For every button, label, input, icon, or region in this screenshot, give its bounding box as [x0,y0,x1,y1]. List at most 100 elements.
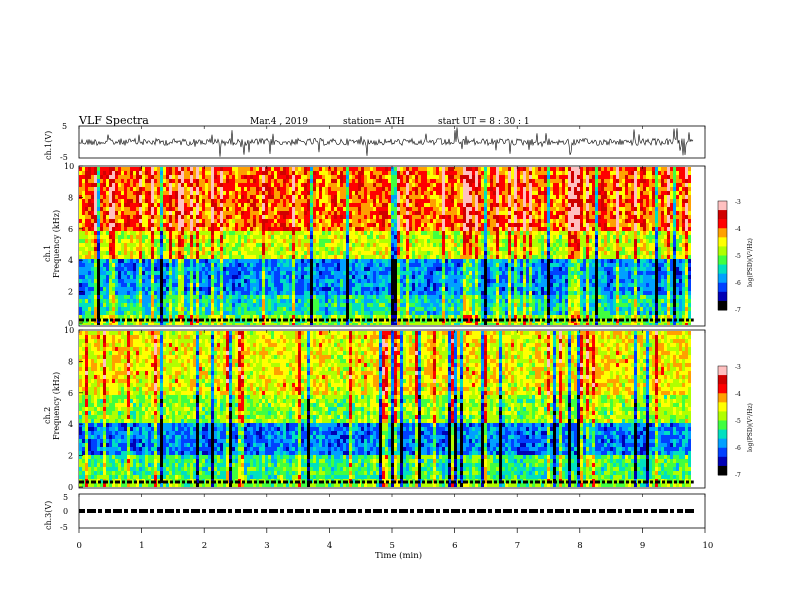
spectrogram-cell [520,231,523,235]
spectrogram-cell [673,207,676,211]
spectrogram-cell [91,187,94,191]
spectrogram-cell [664,203,667,207]
spectrogram-cell [178,259,181,263]
spectrogram-cell [397,231,400,235]
spectrogram-cell [415,247,418,251]
spectrogram-cell [568,191,571,195]
spectrogram-cell [178,195,181,199]
spectrogram-cell [676,207,679,211]
spectrogram-cell [160,207,163,211]
spectrogram-cell [586,199,589,203]
spectrogram-cell [469,203,472,207]
spectrogram-cell [592,255,595,259]
spectrogram-cell [433,199,436,203]
spectrogram-cell [334,195,337,199]
spectrogram-cell [265,239,268,243]
spectrogram-cell [406,187,409,191]
spectrogram-cell [85,207,88,211]
spectrogram-cell [277,167,280,171]
spectrogram-cell [124,219,127,223]
spectrogram-cell [673,219,676,223]
spectrogram-cell [196,183,199,187]
spectrogram-cell [226,179,229,183]
spectrogram-cell [610,187,613,191]
spectrogram-cell [193,255,196,259]
spectrogram-cell [262,203,265,207]
spectrogram-cell [325,195,328,199]
spectrogram-cell [400,211,403,215]
spectrogram-cell [445,259,448,263]
spectrogram-cell [106,251,109,255]
spectrogram-cell [646,207,649,211]
spectrogram-cell [280,231,283,235]
spectrogram-cell [130,171,133,175]
spectrogram-cell [94,195,97,199]
spectrogram-cell [406,239,409,243]
spectrogram-cell [637,259,640,263]
spectrogram-cell [370,215,373,219]
spectrogram-cell [415,251,418,255]
spectrogram-cell [610,235,613,239]
spectrogram-cell [355,203,358,207]
spectrogram-cell [424,223,427,227]
spectrogram-cell [268,223,271,227]
spectrogram-cell [388,239,391,243]
spectrogram-cell [319,167,322,171]
spectrogram-cell [268,239,271,243]
spectrogram-cell [94,183,97,187]
spectrogram-cell [334,255,337,259]
spectrogram-cell [184,231,187,235]
spectrogram-cell [559,211,562,215]
spectrogram-cell [175,195,178,199]
spectrogram-cell [406,203,409,207]
spectrogram-cell [682,235,685,239]
spectrogram-cell [658,167,661,171]
spectrogram-cell [316,231,319,235]
spectrogram-cell [382,239,385,243]
spectrogram-cell [442,215,445,219]
spectrogram-cell [277,179,280,183]
spectrogram-cell [196,251,199,255]
spectrogram-cell [658,239,661,243]
spectrogram-cell [115,183,118,187]
spectrogram-cell [376,211,379,215]
spectrogram-cell [157,219,160,223]
spectrogram-cell [91,235,94,239]
spectrogram-cell [634,179,637,183]
spectrogram-cell [382,251,385,255]
spectrogram-cell [466,167,469,171]
spectrogram-cell [574,219,577,223]
spectrogram-cell [547,227,550,231]
spectrogram-cell [241,179,244,183]
spectrogram-cell [478,259,481,263]
spectrogram-cell [430,231,433,235]
spectrogram-cell [646,255,649,259]
spectrogram-cell [241,211,244,215]
spectrogram-cell [568,175,571,179]
spectrogram-cell [247,179,250,183]
spectrogram-cell [541,203,544,207]
spectrogram-cell [121,235,124,239]
spectrogram-cell [298,187,301,191]
spectrogram-cell [391,239,394,243]
spectrogram-cell [442,171,445,175]
spectrogram-cell [274,243,277,247]
spectrogram-cell [133,183,136,187]
spectrogram-cell [169,215,172,219]
spectrogram-cell [253,199,256,203]
spectrogram-cell [442,203,445,207]
spectrogram-cell [109,195,112,199]
spectrogram-cell [487,239,490,243]
spectrogram-cell [640,183,643,187]
spectrogram-cell [667,187,670,191]
spectrogram-cell [556,211,559,215]
spectrogram-cell [430,179,433,183]
spectrogram-cell [484,171,487,175]
spectrogram-cell [667,239,670,243]
spectrogram-cell [358,175,361,179]
spectrogram-cell [313,199,316,203]
spectrogram-cell [244,179,247,183]
spectrogram-cell [478,207,481,211]
spectrogram-cell [577,255,580,259]
